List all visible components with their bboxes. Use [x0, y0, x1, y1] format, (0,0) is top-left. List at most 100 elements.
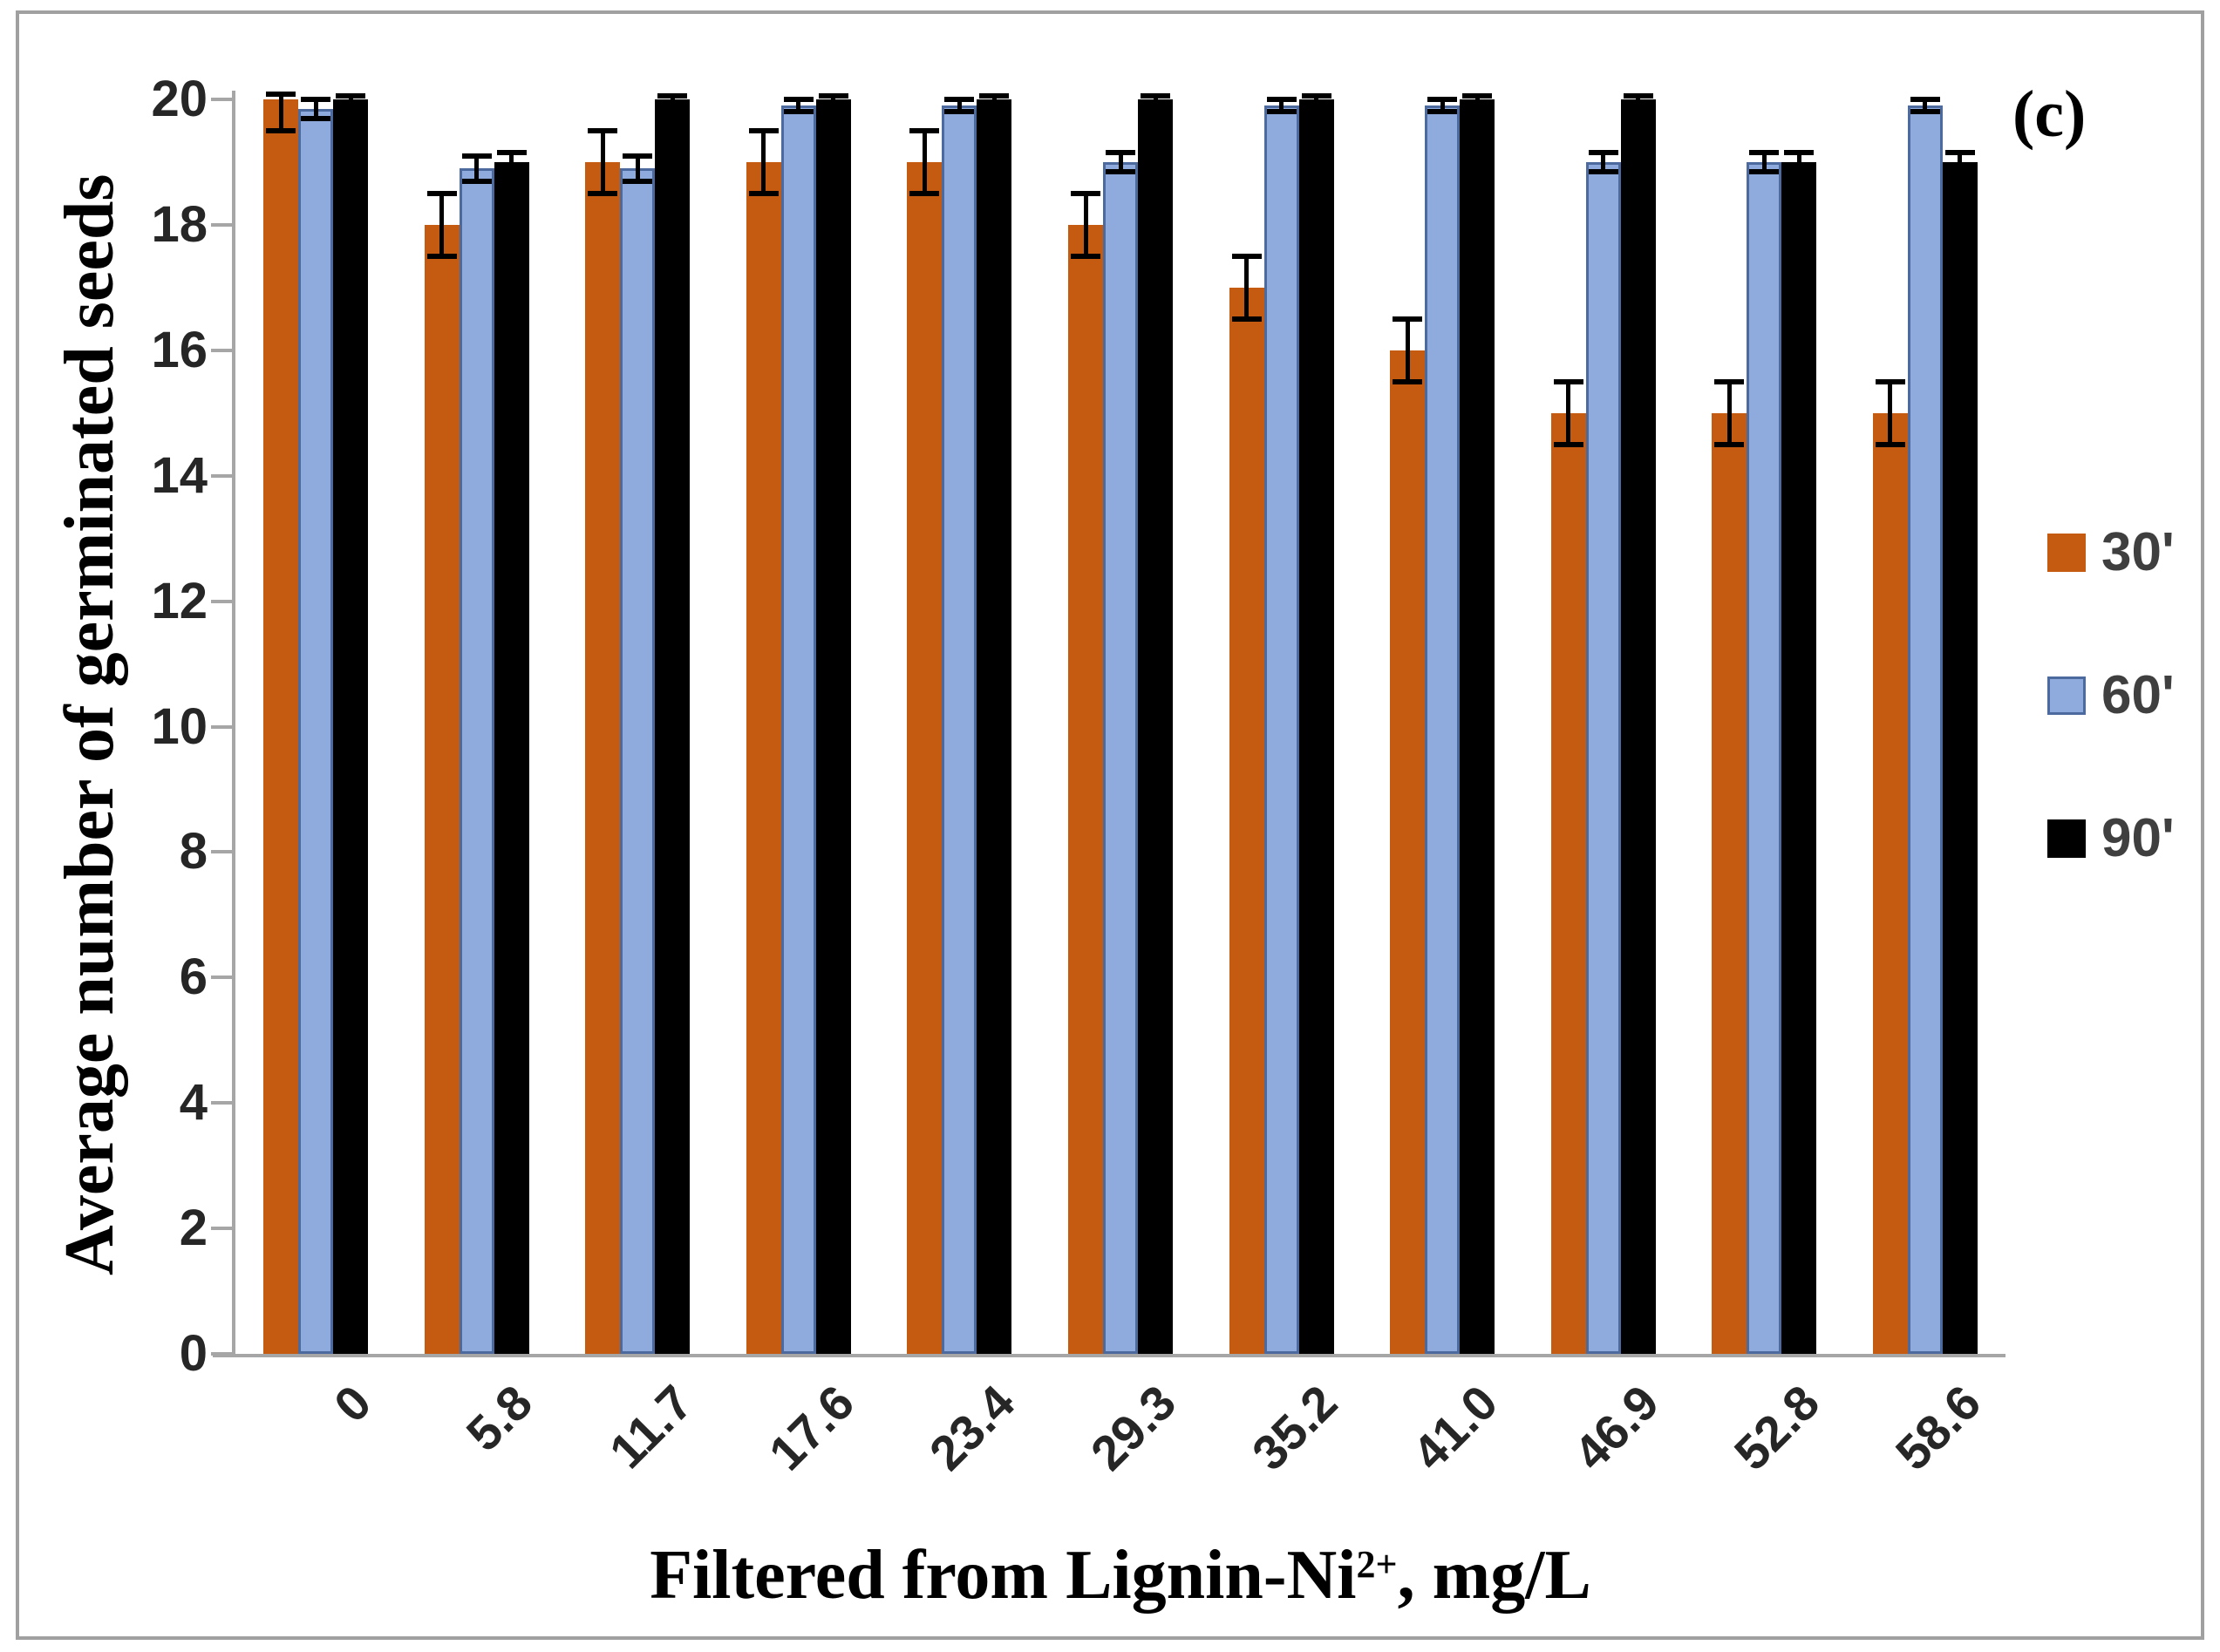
error-bar-cap — [1301, 99, 1331, 105]
bar-30'-23.4 — [907, 161, 943, 1354]
y-tick — [211, 599, 234, 603]
error-bar-line — [348, 96, 353, 103]
bar-60'-46.9 — [1585, 161, 1621, 1354]
error-bar-cap — [496, 168, 527, 174]
error-bar-cap — [1427, 109, 1458, 115]
error-bar-cap — [783, 109, 814, 115]
error-bar-cap — [979, 93, 1010, 99]
error-bar-cap — [1553, 378, 1583, 384]
error-bar-line — [796, 99, 801, 112]
y-tick — [211, 98, 234, 101]
error-bar-cap — [1106, 168, 1135, 174]
x-axis-line — [213, 1354, 2005, 1357]
error-bar-cap — [1553, 441, 1583, 447]
bar-60'-41.0 — [1425, 105, 1461, 1354]
error-bar-line — [1279, 99, 1284, 112]
bar-90'-58.6 — [1942, 161, 1978, 1354]
error-bar-cap — [1266, 109, 1297, 115]
error-bar-line — [1566, 381, 1571, 445]
error-bar-line — [635, 155, 640, 181]
error-bar-cap — [588, 190, 618, 196]
error-bar-cap — [1875, 378, 1905, 384]
y-tick — [211, 976, 234, 980]
error-bar-cap — [426, 190, 457, 196]
error-bar-line — [1440, 99, 1445, 112]
bar-90'-5.8 — [494, 161, 529, 1354]
legend-label-30': 30' — [2101, 522, 2175, 582]
error-bar-cap — [1266, 97, 1297, 102]
error-bar-line — [1153, 96, 1158, 103]
error-bar-line — [278, 94, 283, 131]
y-tick-label: 2 — [179, 1200, 208, 1257]
bar-90'-0 — [333, 99, 369, 1354]
error-bar-cap — [1393, 378, 1423, 384]
bar-30'-5.8 — [424, 224, 460, 1354]
error-bar-line — [1601, 153, 1606, 172]
error-bar-cap — [748, 127, 779, 133]
y-tick-label: 6 — [179, 948, 208, 1006]
error-bar-cap — [1462, 99, 1493, 105]
x-axis-title-text: Filtered from Lignin-Ni — [650, 1537, 1357, 1614]
error-bar-cap — [1588, 168, 1618, 174]
error-bar-cap — [909, 190, 940, 196]
error-bar-cap — [1071, 190, 1100, 196]
x-axis-title: Filtered from Lignin-Ni2+, mg/L — [235, 1536, 2005, 1615]
error-bar-line — [1726, 381, 1732, 445]
y-tick — [211, 1352, 234, 1356]
error-bar-line — [313, 99, 318, 119]
error-bar-cap — [266, 92, 296, 98]
error-bar-cap — [657, 93, 688, 99]
error-bar-cap — [657, 99, 688, 105]
bar-60'-5.8 — [459, 168, 494, 1354]
error-bar-line — [1636, 96, 1641, 103]
error-bar-cap — [1071, 253, 1100, 259]
error-bar-cap — [1749, 168, 1780, 174]
error-bar-line — [1888, 381, 1893, 445]
y-tick — [211, 724, 234, 729]
x-axis-title-suffix: , mg/L — [1397, 1537, 1591, 1614]
error-bar-line — [439, 193, 445, 256]
error-bar-line — [922, 130, 927, 194]
bar-90'-17.6 — [815, 99, 851, 1354]
bar-30'-58.6 — [1872, 412, 1908, 1354]
error-bar-cap — [461, 153, 492, 159]
error-bar-cap — [909, 127, 940, 133]
error-bar-cap — [1141, 93, 1170, 99]
error-bar-line — [1405, 318, 1410, 382]
bar-30'-41.0 — [1390, 350, 1426, 1354]
bar-90'-46.9 — [1620, 99, 1656, 1354]
panel-label: (c) — [2012, 78, 2087, 151]
error-bar-line — [670, 96, 675, 103]
x-axis-title-superscript: 2+ — [1356, 1542, 1398, 1586]
error-bar-cap — [496, 150, 527, 156]
error-bar-line — [1923, 99, 1928, 112]
y-tick-label: 10 — [151, 697, 208, 755]
y-tick — [211, 222, 234, 227]
y-tick-label: 16 — [151, 321, 208, 378]
y-tick — [211, 1101, 234, 1105]
y-tick-label: 18 — [151, 195, 208, 253]
legend-label-60': 60' — [2101, 665, 2175, 725]
y-tick-label: 8 — [179, 823, 208, 880]
error-bar-cap — [979, 99, 1010, 105]
error-bar-cap — [266, 127, 296, 133]
error-bar-cap — [1714, 441, 1745, 447]
error-bar-cap — [1623, 93, 1653, 99]
error-bar-cap — [1393, 316, 1423, 322]
error-bar-cap — [944, 97, 975, 102]
error-bar-line — [509, 153, 514, 172]
error-bar-line — [761, 130, 766, 194]
y-tick — [211, 1227, 234, 1231]
error-bar-cap — [1784, 150, 1815, 156]
error-bar-cap — [783, 97, 814, 102]
error-bar-cap — [623, 153, 653, 159]
error-bar-cap — [461, 178, 492, 184]
bar-90'-23.4 — [977, 99, 1012, 1354]
error-bar-cap — [1462, 93, 1493, 99]
bar-90'-11.7 — [655, 99, 691, 1354]
error-bar-cap — [1910, 97, 1940, 102]
y-tick-label: 0 — [179, 1325, 208, 1382]
error-bar-cap — [301, 115, 331, 121]
bar-30'-29.3 — [1068, 224, 1103, 1354]
error-bar-cap — [336, 93, 366, 99]
